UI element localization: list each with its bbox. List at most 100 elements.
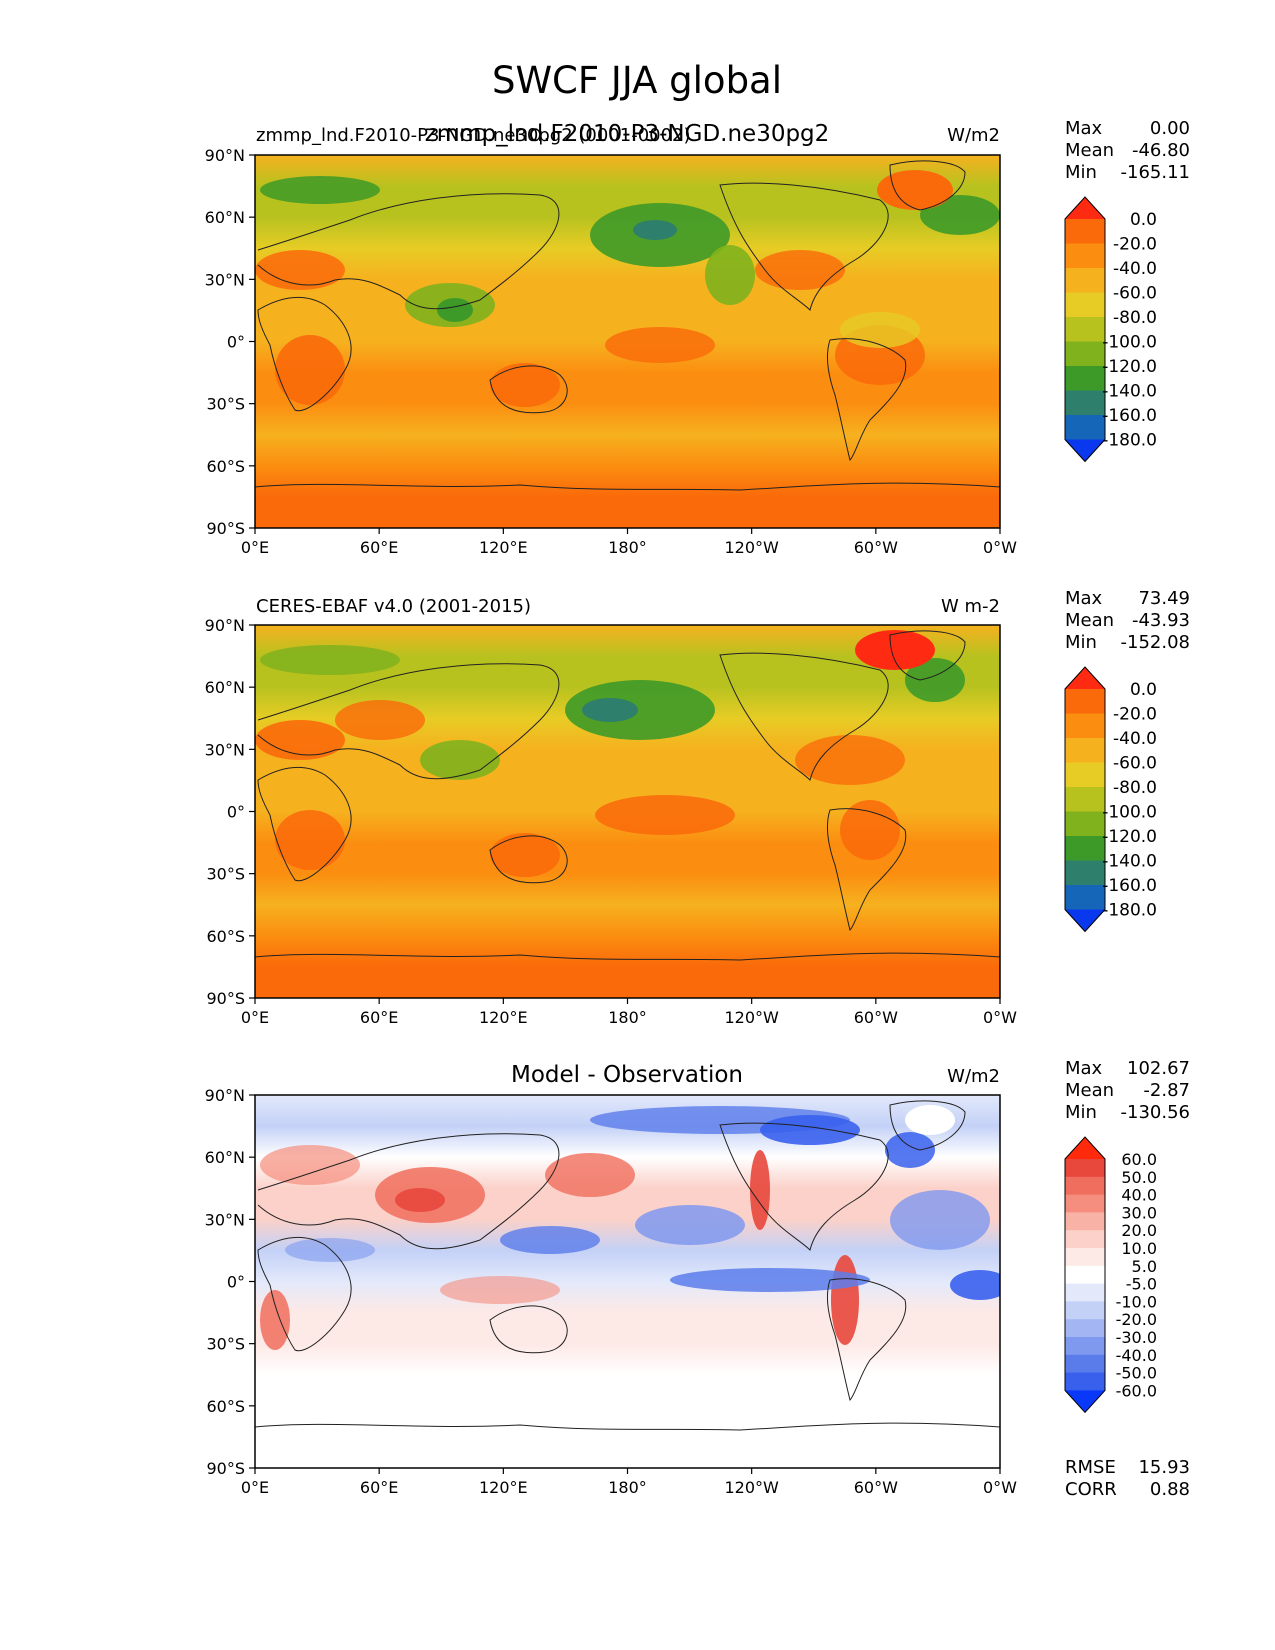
- lat-tick-label: 60°S: [206, 1397, 245, 1416]
- coastline-africa: [257, 296, 352, 412]
- panel-3-coastlines: [255, 1100, 1000, 1431]
- colorbar-tick-label: -160.0: [1102, 876, 1157, 896]
- colorbar-segment: [1065, 390, 1105, 416]
- colorbar-tick-label: -160.0: [1102, 406, 1157, 426]
- colorbar-segment: [1065, 415, 1105, 440]
- axes-layer: 90°N60°N30°N0°30°S60°S90°S0°E 60°E 120°E 18…: [205, 146, 1018, 1497]
- coastline-south-america: [827, 1278, 907, 1401]
- colorbar-segment: [1065, 738, 1105, 763]
- lat-tick-label: 60°N: [205, 678, 245, 697]
- field-region: [490, 363, 560, 407]
- colorbar-tick-label: 40.0: [1121, 1186, 1157, 1205]
- coastline-australia: [489, 365, 568, 414]
- stat-value: 0.88: [1150, 1479, 1190, 1500]
- field-region: [440, 1276, 560, 1304]
- lat-tick-label: 60°N: [205, 208, 245, 227]
- colorbar-tick-label: -60.0: [1113, 284, 1157, 304]
- field-region: [260, 176, 380, 204]
- field-region: [760, 1115, 860, 1145]
- stat-label: CORR: [1065, 1479, 1117, 1500]
- stat-value: 73.49: [1138, 588, 1190, 609]
- coastline-antarctica: [255, 482, 1000, 491]
- stat-label: Max: [1065, 588, 1103, 609]
- panel-3-field: [255, 1095, 1000, 1468]
- colorbar-segment: [1065, 1265, 1105, 1285]
- lat-tick-label: 60°S: [206, 927, 245, 946]
- colorbar-tick-label: -40.0: [1116, 1346, 1157, 1365]
- colorbar-tick-label: -100.0: [1102, 803, 1157, 823]
- colorbar-tick-label: -10.0: [1116, 1292, 1157, 1311]
- stat-value: -130.56: [1121, 1102, 1190, 1123]
- lat-tick-label: 0°: [227, 803, 245, 822]
- stat-label: Max: [1065, 118, 1103, 139]
- field-region: [260, 1290, 290, 1350]
- colorbar-extend-bottom: [1065, 1390, 1105, 1413]
- colorbar-tick-label: -120.0: [1102, 827, 1157, 847]
- coastline-south-america: [827, 338, 907, 461]
- field-region: [905, 658, 965, 702]
- field-region: [855, 630, 935, 670]
- colorbar-extend-bottom: [1065, 909, 1105, 932]
- lon-tick-label: 120°E: [479, 1008, 528, 1027]
- stat-value: -2.87: [1143, 1080, 1190, 1101]
- panel-1-blobs: [255, 170, 1000, 407]
- colorbar-tick-label: -80.0: [1113, 308, 1157, 328]
- coastline-eurasia: [257, 1133, 560, 1250]
- field-region: [545, 1153, 635, 1197]
- lon-tick-label: 60°E: [360, 1008, 398, 1027]
- coastline-eurasia: [257, 193, 560, 310]
- stat-value: -165.11: [1121, 162, 1190, 183]
- panel-3-map: [255, 1095, 1000, 1468]
- colorbar-tick-label: -20.0: [1113, 705, 1157, 725]
- field-region: [437, 298, 473, 322]
- field-region: [275, 810, 345, 870]
- lat-tick-label: 0°: [227, 333, 245, 352]
- colorbar-tick-label: -140.0: [1102, 852, 1157, 872]
- lat-tick-label: 30°N: [205, 1210, 245, 1229]
- field-region: [670, 1268, 870, 1292]
- colorbar-tick-label: -60.0: [1113, 754, 1157, 774]
- colorbar-layer: 0.0 -20.0 -40.0 -60.0 -80.0 -100.0 -120.0 -140.…: [1064, 196, 1157, 1414]
- field-region: [840, 312, 920, 348]
- lon-tick-label: 0°W: [983, 1008, 1017, 1027]
- coastline-australia: [489, 1305, 568, 1354]
- panel-3-blobs: [260, 1105, 1000, 1350]
- stat-value: -152.08: [1121, 632, 1190, 653]
- lon-tick-label: 60°E: [360, 538, 398, 557]
- lat-tick-label: 90°S: [206, 989, 245, 1008]
- colorbar-segment: [1065, 1248, 1105, 1267]
- field-region: [255, 720, 345, 760]
- field-region: [755, 250, 845, 290]
- colorbar-tick-label: -100.0: [1102, 333, 1157, 353]
- colorbar-segment: [1065, 713, 1105, 739]
- panel-1: zmmp_lnd.F2010-P3-NGD.ne30pg2 (0001-0002…: [254, 121, 1001, 529]
- colorbar-segment: [1065, 243, 1105, 269]
- colorbar-tick-label: 20.0: [1121, 1221, 1157, 1240]
- field-region: [395, 1188, 445, 1212]
- lon-tick-label: 120°E: [479, 1478, 528, 1497]
- coastline-north-america: [719, 182, 889, 311]
- panel-1-center-label: zmmp_lnd.F2010-P3-NGD.ne30pg2: [425, 121, 830, 147]
- lat-tick-label: 30°S: [206, 865, 245, 884]
- colorbar-segment: [1065, 1159, 1105, 1178]
- colorbar-outline: [1064, 1136, 1106, 1414]
- coastline-north-america: [719, 1122, 889, 1251]
- panel-2-left-label: CERES-EBAF v4.0 (2001-2015): [256, 596, 531, 617]
- stat-label: Min: [1065, 1102, 1097, 1123]
- coastline-greenland: [889, 1100, 966, 1151]
- colorbar-segment: [1065, 1212, 1105, 1231]
- field-region: [260, 1145, 360, 1185]
- coastline-antarctica: [255, 1422, 1000, 1431]
- field-region: [840, 800, 900, 860]
- field-region: [633, 220, 677, 240]
- colorbar-panel-2: 0.0 -20.0 -40.0 -60.0 -80.0 -100.0 -120.0 -140.…: [1064, 666, 1157, 933]
- stat-label: Min: [1065, 162, 1097, 183]
- coastline-australia: [489, 835, 568, 884]
- colorbar-tick-label: -120.0: [1102, 357, 1157, 377]
- lat-tick-label: 60°N: [205, 1148, 245, 1167]
- colorbar-tick-label: -40.0: [1113, 729, 1157, 749]
- colorbar-segment: [1065, 1354, 1105, 1374]
- colorbar-tick-label: 60.0: [1121, 1150, 1157, 1169]
- lon-tick-label: 120°E: [479, 538, 528, 557]
